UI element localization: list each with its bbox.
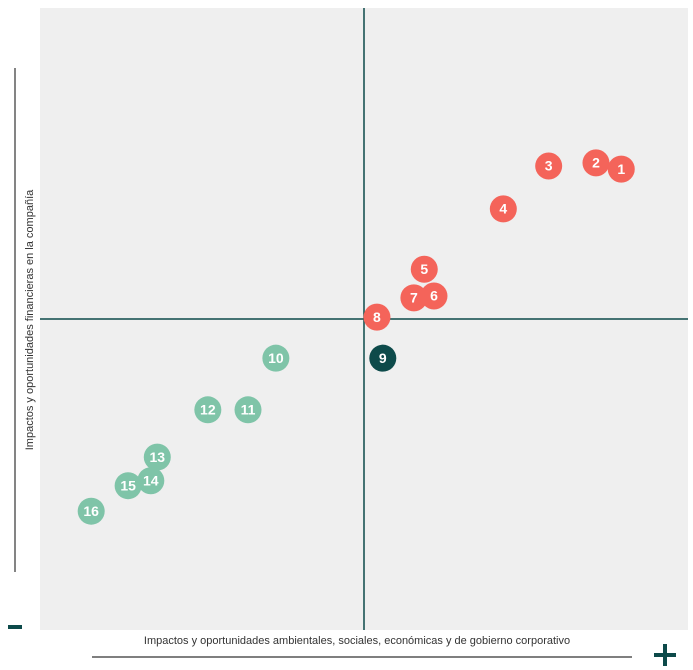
point bbox=[234, 396, 262, 424]
x-axis-label: Impactos y oportunidades ambientales, so… bbox=[144, 635, 570, 647]
plus-icon bbox=[663, 644, 667, 666]
point bbox=[400, 284, 428, 312]
point bbox=[114, 472, 142, 500]
point bbox=[262, 344, 290, 372]
point-label: 10 bbox=[268, 350, 284, 366]
point-label: 8 bbox=[373, 309, 381, 325]
point-label: 3 bbox=[545, 158, 553, 174]
point-label: 12 bbox=[200, 402, 216, 418]
point bbox=[143, 443, 171, 471]
point bbox=[582, 149, 610, 177]
point-label: 6 bbox=[430, 288, 438, 304]
point bbox=[369, 344, 397, 372]
point bbox=[410, 255, 438, 283]
point-label: 11 bbox=[241, 402, 256, 418]
point-label: 7 bbox=[410, 290, 418, 306]
point-label: 16 bbox=[83, 503, 99, 519]
point bbox=[137, 467, 165, 495]
point bbox=[363, 303, 391, 331]
point-label: 13 bbox=[149, 449, 165, 465]
y-axis-label: Impactos y oportunidades financieras en … bbox=[24, 189, 36, 450]
point-label: 1 bbox=[617, 161, 625, 177]
point bbox=[194, 396, 222, 424]
point bbox=[535, 152, 563, 180]
point bbox=[607, 155, 635, 183]
point bbox=[489, 195, 517, 223]
point-label: 14 bbox=[143, 472, 159, 488]
point-label: 5 bbox=[420, 261, 428, 277]
point-label: 2 bbox=[592, 155, 600, 171]
minus-icon bbox=[8, 625, 22, 629]
point bbox=[77, 497, 105, 525]
point bbox=[420, 282, 448, 310]
point-label: 9 bbox=[379, 350, 387, 366]
point-label: 4 bbox=[499, 201, 507, 217]
point-label: 15 bbox=[120, 477, 136, 493]
